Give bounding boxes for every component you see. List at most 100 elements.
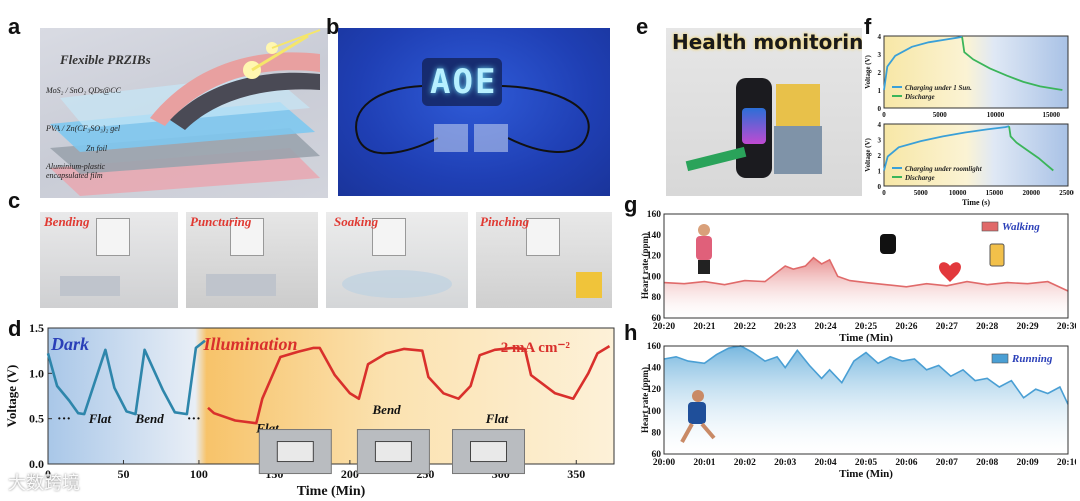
device-photo-d [276,441,314,463]
x-tick-label-g: 20:30 [1057,322,1076,332]
test-photo-bending: Bending [40,212,178,308]
plot-background-f1 [884,36,1068,108]
runner-figure-icon [698,224,710,236]
y-tick-label-g: 120 [647,252,662,262]
panel-label-f: f [864,14,872,39]
state-label-d: Flat [88,411,112,426]
y-axis-label-g: Heart rate (ppm) [640,233,650,299]
test-label-soaking: Soaking [334,214,379,229]
x-tick-label-h: 20:10 [1057,458,1076,468]
y-tick-label-d: 1.0 [29,366,44,380]
x-tick-label-h: 20:03 [774,458,796,468]
led-text: AOE [430,62,498,102]
x-tick-label-f1: 15000 [1043,111,1061,119]
series-line-f2 [883,125,1010,171]
runner-figure-icon [688,402,706,424]
phone-icon [989,243,1005,267]
x-tick-label-f2: 0 [882,189,886,197]
region-label-dark: Dark [50,334,89,354]
test-photo-soaking: Soaking [326,212,468,308]
x-tick-label-f2: 20000 [1022,189,1040,197]
x-tick-label-g: 20:22 [734,322,756,332]
x-tick-label-g: 20:28 [976,322,998,332]
chart-g: 20:20 20:21 20:22 20:23 20:24 20:25 20:26 20:27… [640,210,1076,342]
x-axis-label-d: Time (Min) [297,484,366,499]
panel-label-d: d [8,316,22,341]
test-photo-puncturing: Puncturing [186,212,318,308]
legend-label-h: Running [1011,353,1053,365]
y-tick-label-g: 160 [647,210,662,220]
y-tick-label-h: 120 [647,385,662,395]
series-line-g [663,256,1069,292]
x-tick-label-h: 20:00 [653,458,675,468]
led-photo-b: AOE [338,28,610,196]
y-tick-label-f2: 4 [878,121,882,129]
y-tick-label-d: 0.5 [29,412,44,426]
y-axis-label-f2: Voltage (V) [864,137,872,171]
legend-label-f2: Charging under roomlight [905,165,983,173]
y-tick-label-h: 80 [652,428,662,438]
x-tick-label-f1: 5000 [933,111,948,119]
x-tick-label-g: 20:27 [936,322,958,332]
watermark: 大数跨境 [8,473,80,494]
x-tick-label-g: 20:24 [815,322,837,332]
x-tick-label-h: 20:06 [895,458,917,468]
state-label-d: Bend [372,402,402,417]
plot-frame-h [663,345,1069,455]
plot-frame-g [663,213,1069,319]
x-tick-label-h: 20:04 [815,458,837,468]
legend-swatch-h [991,353,1009,364]
x-axis-label-f2: Time (s) [962,198,990,207]
panel-label-c: c [8,188,21,213]
y-axis-label-h: Heart rate (ppm) [640,367,650,433]
x-tick-label-g: 20:21 [693,322,715,332]
x-tick-label-d: 0 [45,467,51,481]
series-line-f2 [1008,126,1054,172]
runner-figure-icon [680,423,694,443]
x-tick-label-f1: 0 [882,111,886,119]
panel-e-title: Health monitoring [672,30,862,54]
layer-label-encapsulation: Aluminium-plastic encapsulated film [46,162,106,180]
test-label-pinching: Pinching [480,214,530,229]
plot-frame-f2 [883,123,1069,187]
x-tick-label-f2: 5000 [914,189,929,197]
x-tick-label-h: 20:05 [855,458,877,468]
series-area-g [664,257,1068,318]
panel-label-g: g [624,192,638,217]
y-tick-label-f2: 0 [878,183,882,191]
layer-label-cathode: MoS₂ / SnO₂ QDs@CC [46,86,121,95]
x-tick-label-d: 100 [190,467,208,481]
runner-figure-icon [692,390,704,402]
test-label-puncturing: Puncturing [190,214,252,229]
panel-a-title: Flexible PRZIBs [60,52,151,67]
y-tick-label-f1: 4 [878,33,882,41]
legend-label-f1: Charging under 1 Sun. [905,84,972,92]
led-circuit-illustration [355,58,590,155]
x-tick-label-g: 20:29 [1017,322,1039,332]
schematic-image-a: Flexible PRZIBs MoS₂ / SnO₂ QDs@CC PVA /… [40,28,328,198]
panel-label-b: b [326,14,340,39]
legend-swatch-g [981,221,999,232]
heart-icon [939,262,961,282]
y-tick-label-g: 100 [647,272,662,282]
x-tick-label-d: 200 [341,467,359,481]
legend-label-g: Walking [1002,221,1040,233]
legend-label-f2: Discharge [904,174,935,182]
y-tick-label-d: 1.5 [29,321,44,335]
y-tick-label-d: 0.0 [29,457,44,471]
x-axis-label-g: Time (Min) [839,332,893,342]
x-tick-label-h: 20:01 [693,458,715,468]
ellipsis-d: ··· [187,412,201,427]
y-tick-label-h: 140 [647,364,662,374]
state-label-d: Flat [485,411,509,426]
battery-layers-illustration [50,29,321,196]
runner-figure-icon [700,422,716,440]
y-tick-label-f2: 1 [878,168,882,176]
smartwatch-icon [880,234,896,254]
series-line-h [663,345,1069,405]
panel-label-a: a [8,14,21,39]
x-tick-label-d: 50 [117,467,129,481]
